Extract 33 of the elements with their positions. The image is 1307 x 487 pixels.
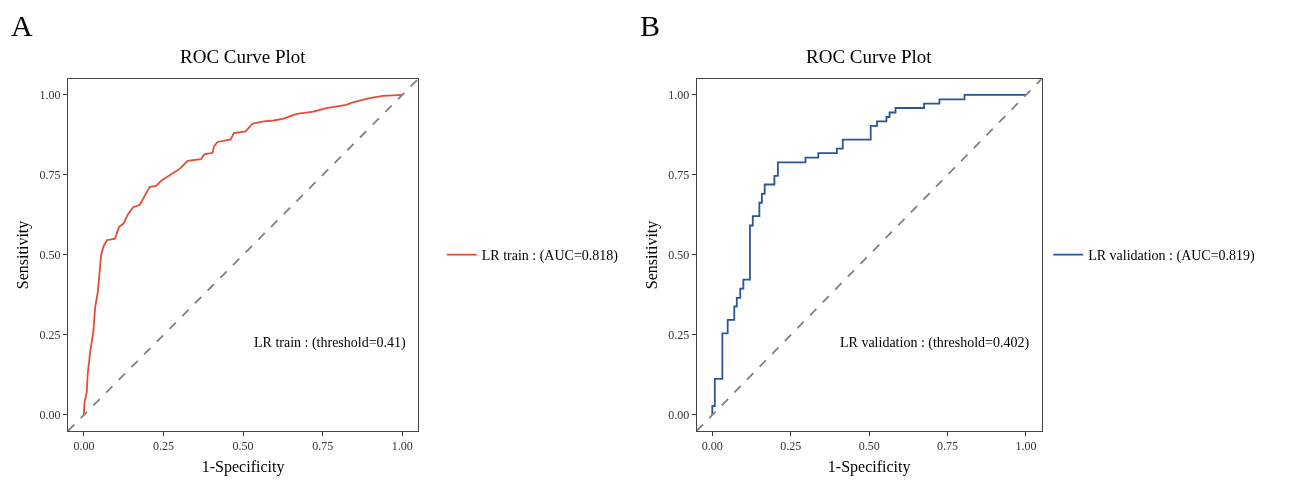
y-tick-label: 0.25 [39,328,61,343]
chart-title: ROC Curve Plot [806,46,933,67]
chart-title: ROC Curve Plot [180,46,307,67]
y-tick-label: 0.00 [39,408,61,423]
x-tick-label: 0.25 [780,439,802,454]
y-tick-label: 1.00 [668,88,690,103]
line-series [82,93,404,416]
annotation: LR validation : (threshold=0.402) [840,335,1030,351]
x-axis-title: 1-Specificity [827,458,911,477]
y-tick-label: 0.50 [39,248,61,263]
x-axis-title: 1-Specificity [201,458,285,477]
y-tick-label: 0.75 [39,168,61,183]
y-tick-label: 0.75 [668,168,690,183]
y-axis-title: Sensitivity [14,220,33,290]
x-tick-label: 0.75 [937,439,959,454]
x-tick-label: 0.00 [73,439,95,454]
y-tick-label: 0.00 [668,408,690,423]
annotation: LR train : (threshold=0.41) [254,335,407,351]
legend-label: LR train : (AUC=0.818) [481,248,619,264]
y-tick-label: 0.25 [668,328,690,343]
x-tick-label: 1.00 [1015,439,1037,454]
x-tick-label: 0.50 [858,439,880,454]
x-tick-label: 1.00 [391,439,413,454]
y-tick-label: 0.50 [668,248,690,263]
y-tick-label: 1.00 [39,88,61,103]
text: B [640,9,661,42]
text: A [11,9,33,42]
x-tick-label: 0.75 [312,439,334,454]
x-tick-label: 0.50 [232,439,254,454]
y-axis-title: Sensitivity [643,220,662,290]
x-tick-label: 0.25 [152,439,174,454]
x-tick-label: 0.00 [701,439,723,454]
legend-label: LR validation : (AUC=0.819) [1088,248,1256,264]
